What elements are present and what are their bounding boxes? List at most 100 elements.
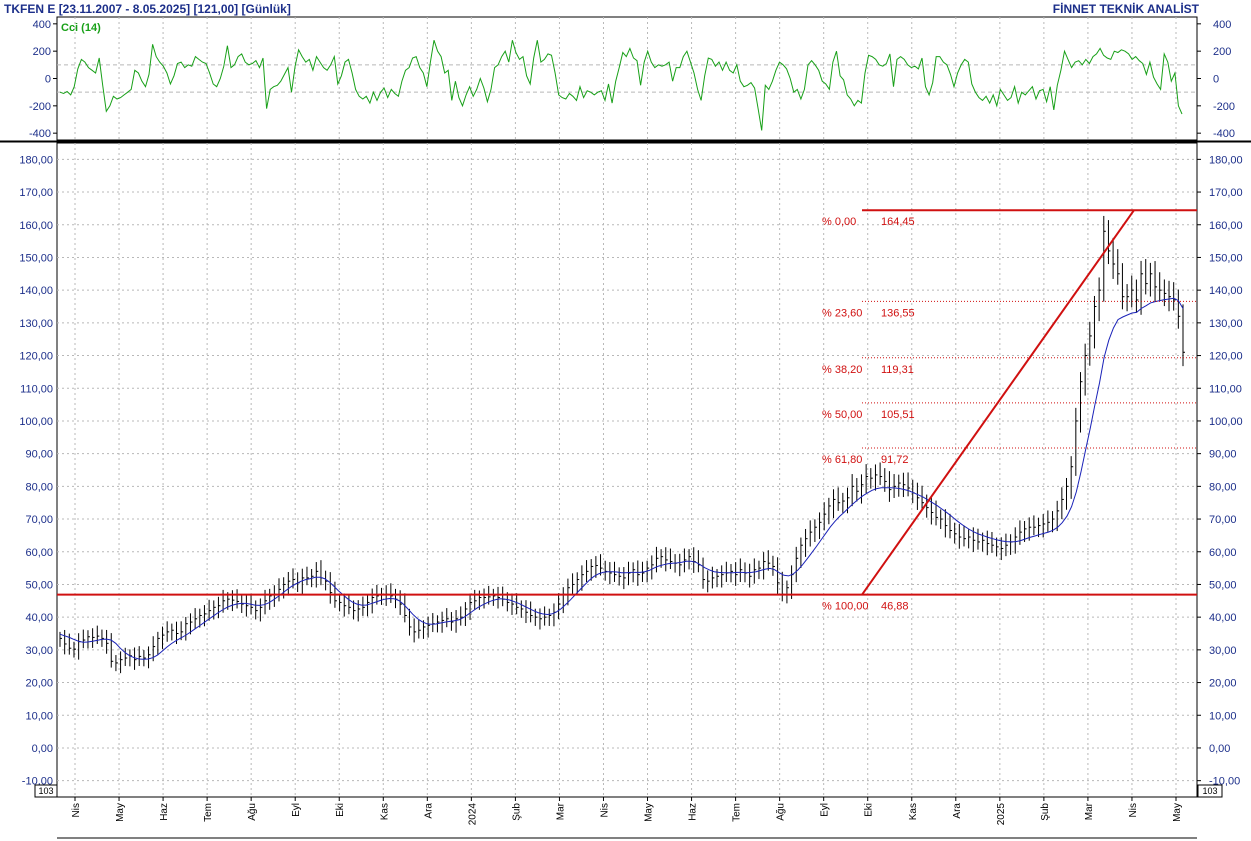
cci-tick-label-left: 200 xyxy=(33,46,51,58)
price-tick-label-left: 160,00 xyxy=(19,220,53,232)
chart-title: TKFEN E [23.11.2007 - 8.05.2025] [121,00… xyxy=(4,2,291,16)
x-tick-label: Kas xyxy=(908,803,919,820)
fib-value-label: 136,55 xyxy=(881,307,915,319)
x-tick-label: Tem xyxy=(203,803,214,822)
fib-value-label: 46,88 xyxy=(881,601,909,613)
cci-tick-label-left: 400 xyxy=(33,19,51,31)
x-tick-label: 2025 xyxy=(996,803,1007,826)
price-tick-label-left: 180,00 xyxy=(19,154,53,166)
price-tick-label-right: 110,00 xyxy=(1209,383,1242,395)
x-tick-label: Haz xyxy=(159,803,170,821)
x-tick-label: Kas xyxy=(379,803,390,820)
cci-legend-label: Cci (14) xyxy=(61,22,101,34)
price-tick-label-left: 60,00 xyxy=(25,547,53,559)
fib-pct-label: % 100,00 xyxy=(822,601,868,613)
price-tick-label-left: 90,00 xyxy=(25,449,53,461)
fib-value-label: 105,51 xyxy=(881,409,915,421)
price-tick-label-left: 50,00 xyxy=(25,579,53,591)
x-tick-label: Şub xyxy=(511,803,522,821)
x-tick-label: Eyl xyxy=(291,803,302,817)
x-tick-label: Mar xyxy=(1084,802,1095,820)
price-tick-label-right: 10,00 xyxy=(1209,710,1237,722)
fib-trend-line xyxy=(861,209,1135,596)
x-tick-label: May xyxy=(644,803,655,822)
period-label: [Günlük] xyxy=(241,2,291,16)
cci-tick-label-left: -400 xyxy=(29,128,51,140)
scale-marker-left: 103 xyxy=(38,786,53,796)
price-tick-label-right: 60,00 xyxy=(1209,547,1237,559)
x-tick-label: Nis xyxy=(1128,803,1139,817)
price-tick-label-right: 180,00 xyxy=(1209,154,1243,166)
price-tick-label-right: 100,00 xyxy=(1209,416,1243,428)
x-tick-label: Mar xyxy=(555,802,566,820)
x-tick-label: Ara xyxy=(423,803,434,819)
price-tick-label-left: 40,00 xyxy=(25,612,53,624)
x-tick-label: Ağu xyxy=(247,803,258,821)
price-tick-label-left: 120,00 xyxy=(19,351,53,363)
x-tick-label: May xyxy=(1172,803,1183,822)
cci-panel-frame xyxy=(56,16,1198,141)
price-tick-label-left: 10,00 xyxy=(25,710,53,722)
price-tick-label-right: 20,00 xyxy=(1209,678,1237,690)
scale-marker-right: 103 xyxy=(1202,786,1217,796)
scale-marker-left-box xyxy=(34,784,58,798)
cci-series-line xyxy=(59,40,1183,131)
price-tick-label-left: 150,00 xyxy=(19,252,53,264)
fib-pct-label: % 61,80 xyxy=(822,454,862,466)
fib-pct-label: % 0,00 xyxy=(822,216,856,228)
price-tick-label-left: 20,00 xyxy=(25,678,53,690)
x-tick-label: Haz xyxy=(688,803,699,821)
x-tick-label: Ara xyxy=(952,803,963,819)
price-tick-label-right: 40,00 xyxy=(1209,612,1237,624)
cci-tick-label-left: 0 xyxy=(45,74,51,86)
price-tick-label-left: 110,00 xyxy=(20,383,53,395)
last-price-label: [121,00] xyxy=(193,2,239,16)
price-tick-label-right: 80,00 xyxy=(1209,481,1237,493)
moving-average-line xyxy=(59,297,1184,660)
x-tick-label: May xyxy=(115,803,126,822)
price-tick-label-right: 30,00 xyxy=(1209,645,1237,657)
cci-tick-label-right: -200 xyxy=(1213,101,1235,113)
price-tick-label-right: 170,00 xyxy=(1209,187,1243,199)
date-range-label: [23.11.2007 - 8.05.2025] xyxy=(58,2,191,16)
x-tick-label: Ağu xyxy=(776,803,787,821)
price-tick-label-right: 120,00 xyxy=(1209,351,1243,363)
cci-tick-label-right: 200 xyxy=(1213,46,1231,58)
x-tick-label: Tem xyxy=(732,803,743,822)
cci-tick-label-left: -200 xyxy=(29,101,51,113)
fib-value-label: 91,72 xyxy=(881,454,909,466)
price-tick-label-left: 30,00 xyxy=(25,645,53,657)
price-tick-label-left: 70,00 xyxy=(25,514,53,526)
x-tick-label: Nis xyxy=(71,803,82,817)
x-tick-label: 2024 xyxy=(467,803,478,826)
price-tick-label-left: 170,00 xyxy=(19,187,53,199)
x-tick-label: Nis xyxy=(599,803,610,817)
brand-label: FİNNET TEKNİK ANALİST xyxy=(1052,2,1199,16)
fib-pct-label: % 23,60 xyxy=(822,307,862,319)
price-tick-label-right: 0,00 xyxy=(1209,743,1230,755)
price-tick-label-left: 130,00 xyxy=(19,318,53,330)
price-tick-label-right: 70,00 xyxy=(1209,514,1237,526)
price-tick-label-left: 100,00 xyxy=(19,416,53,428)
symbol-label: TKFEN E xyxy=(4,2,56,16)
cci-tick-label-right: 400 xyxy=(1213,19,1231,31)
price-tick-label-right: 150,00 xyxy=(1209,252,1243,264)
x-tick-label: Eki xyxy=(335,803,346,817)
x-tick-label: Eki xyxy=(864,803,875,817)
price-tick-label-right: 160,00 xyxy=(1209,220,1243,232)
price-tick-label-right: 50,00 xyxy=(1209,579,1237,591)
price-tick-label-left: 0,00 xyxy=(32,743,53,755)
price-tick-label-right: 140,00 xyxy=(1209,285,1243,297)
cci-tick-label-right: -400 xyxy=(1213,128,1235,140)
price-tick-label-left: 80,00 xyxy=(25,481,53,493)
x-tick-label: Şub xyxy=(1040,803,1051,821)
price-tick-label-right: 90,00 xyxy=(1209,449,1237,461)
fib-value-label: 119,31 xyxy=(881,364,914,376)
fib-pct-label: % 50,00 xyxy=(822,409,862,421)
x-tick-label: Eyl xyxy=(820,803,831,817)
cci-tick-label-right: 0 xyxy=(1213,74,1219,86)
fib-value-label: 164,45 xyxy=(881,216,915,228)
price-tick-label-left: 140,00 xyxy=(19,285,53,297)
